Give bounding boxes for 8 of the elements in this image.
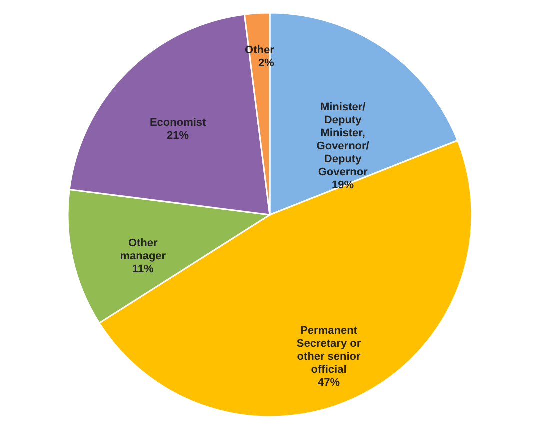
data-label: 19% [332, 179, 354, 192]
slice-label: Minister/ Deputy Minister, Governor/ Deputy Governor [316, 101, 370, 178]
data-label: 47% [318, 376, 340, 389]
slice-label: Other manager [120, 237, 167, 262]
slice-label: Permanent Secretary or other senior official [296, 324, 362, 376]
slice-label: Economist [150, 117, 207, 130]
data-label: 11% [132, 263, 154, 276]
data-label: 21% [167, 130, 190, 142]
